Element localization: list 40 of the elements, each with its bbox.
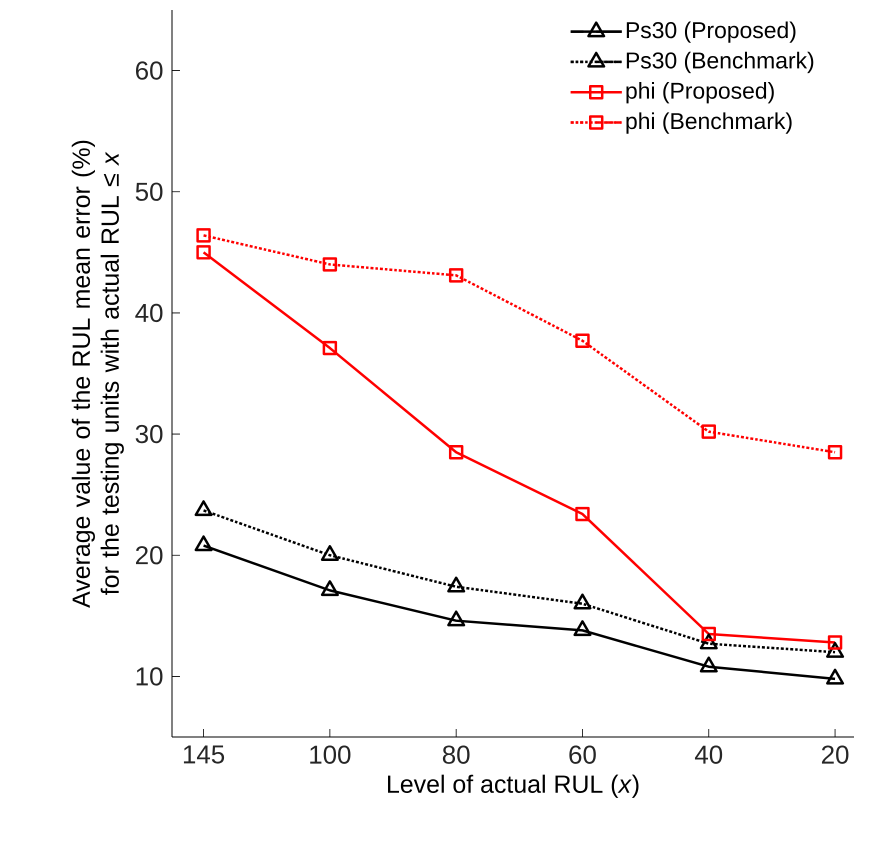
point	[575, 506, 590, 522]
y-tick-label: 10	[136, 667, 162, 686]
legend-label: phi (Proposed)	[626, 82, 774, 104]
point	[196, 228, 211, 243]
x-tick-label: 60	[569, 745, 596, 764]
legend-label: Ps30 (Benchmark)	[626, 52, 814, 74]
point	[196, 245, 211, 260]
point	[700, 633, 718, 650]
point	[448, 268, 464, 283]
point	[702, 424, 716, 439]
point	[322, 340, 338, 356]
legend-label: Ps30 (Proposed)	[626, 21, 796, 43]
x-tick-label: 145	[184, 745, 224, 764]
point	[448, 445, 464, 460]
point	[447, 610, 466, 626]
point	[573, 620, 592, 636]
y-tick-label: 60	[136, 61, 162, 80]
point	[322, 257, 338, 272]
y-tick-label: 50	[136, 182, 162, 201]
point	[320, 580, 339, 596]
legend-label: phi (Benchmark)	[626, 112, 792, 134]
point	[573, 594, 592, 610]
point	[194, 535, 213, 552]
point	[828, 445, 842, 460]
x-tick-label: 80	[442, 745, 470, 764]
point	[320, 545, 339, 561]
x-tick-label: 20	[822, 745, 848, 764]
x-tick-label: 100	[310, 745, 350, 764]
x-axis-title: Level of actual RUL (x)	[388, 774, 638, 798]
point	[826, 668, 844, 685]
y-axis-title: Average value of the RUL mean error (%) for the testing units with actual RUL ≤ x	[72, 140, 124, 608]
x-tick-label: 40	[694, 745, 722, 764]
point	[826, 642, 844, 658]
point	[194, 500, 213, 516]
y-tick-label: 20	[136, 546, 162, 564]
y-tick-label: 30	[136, 424, 162, 444]
point	[700, 656, 718, 672]
y-tick-label: 40	[135, 304, 162, 322]
point	[447, 576, 466, 592]
point	[575, 334, 590, 348]
